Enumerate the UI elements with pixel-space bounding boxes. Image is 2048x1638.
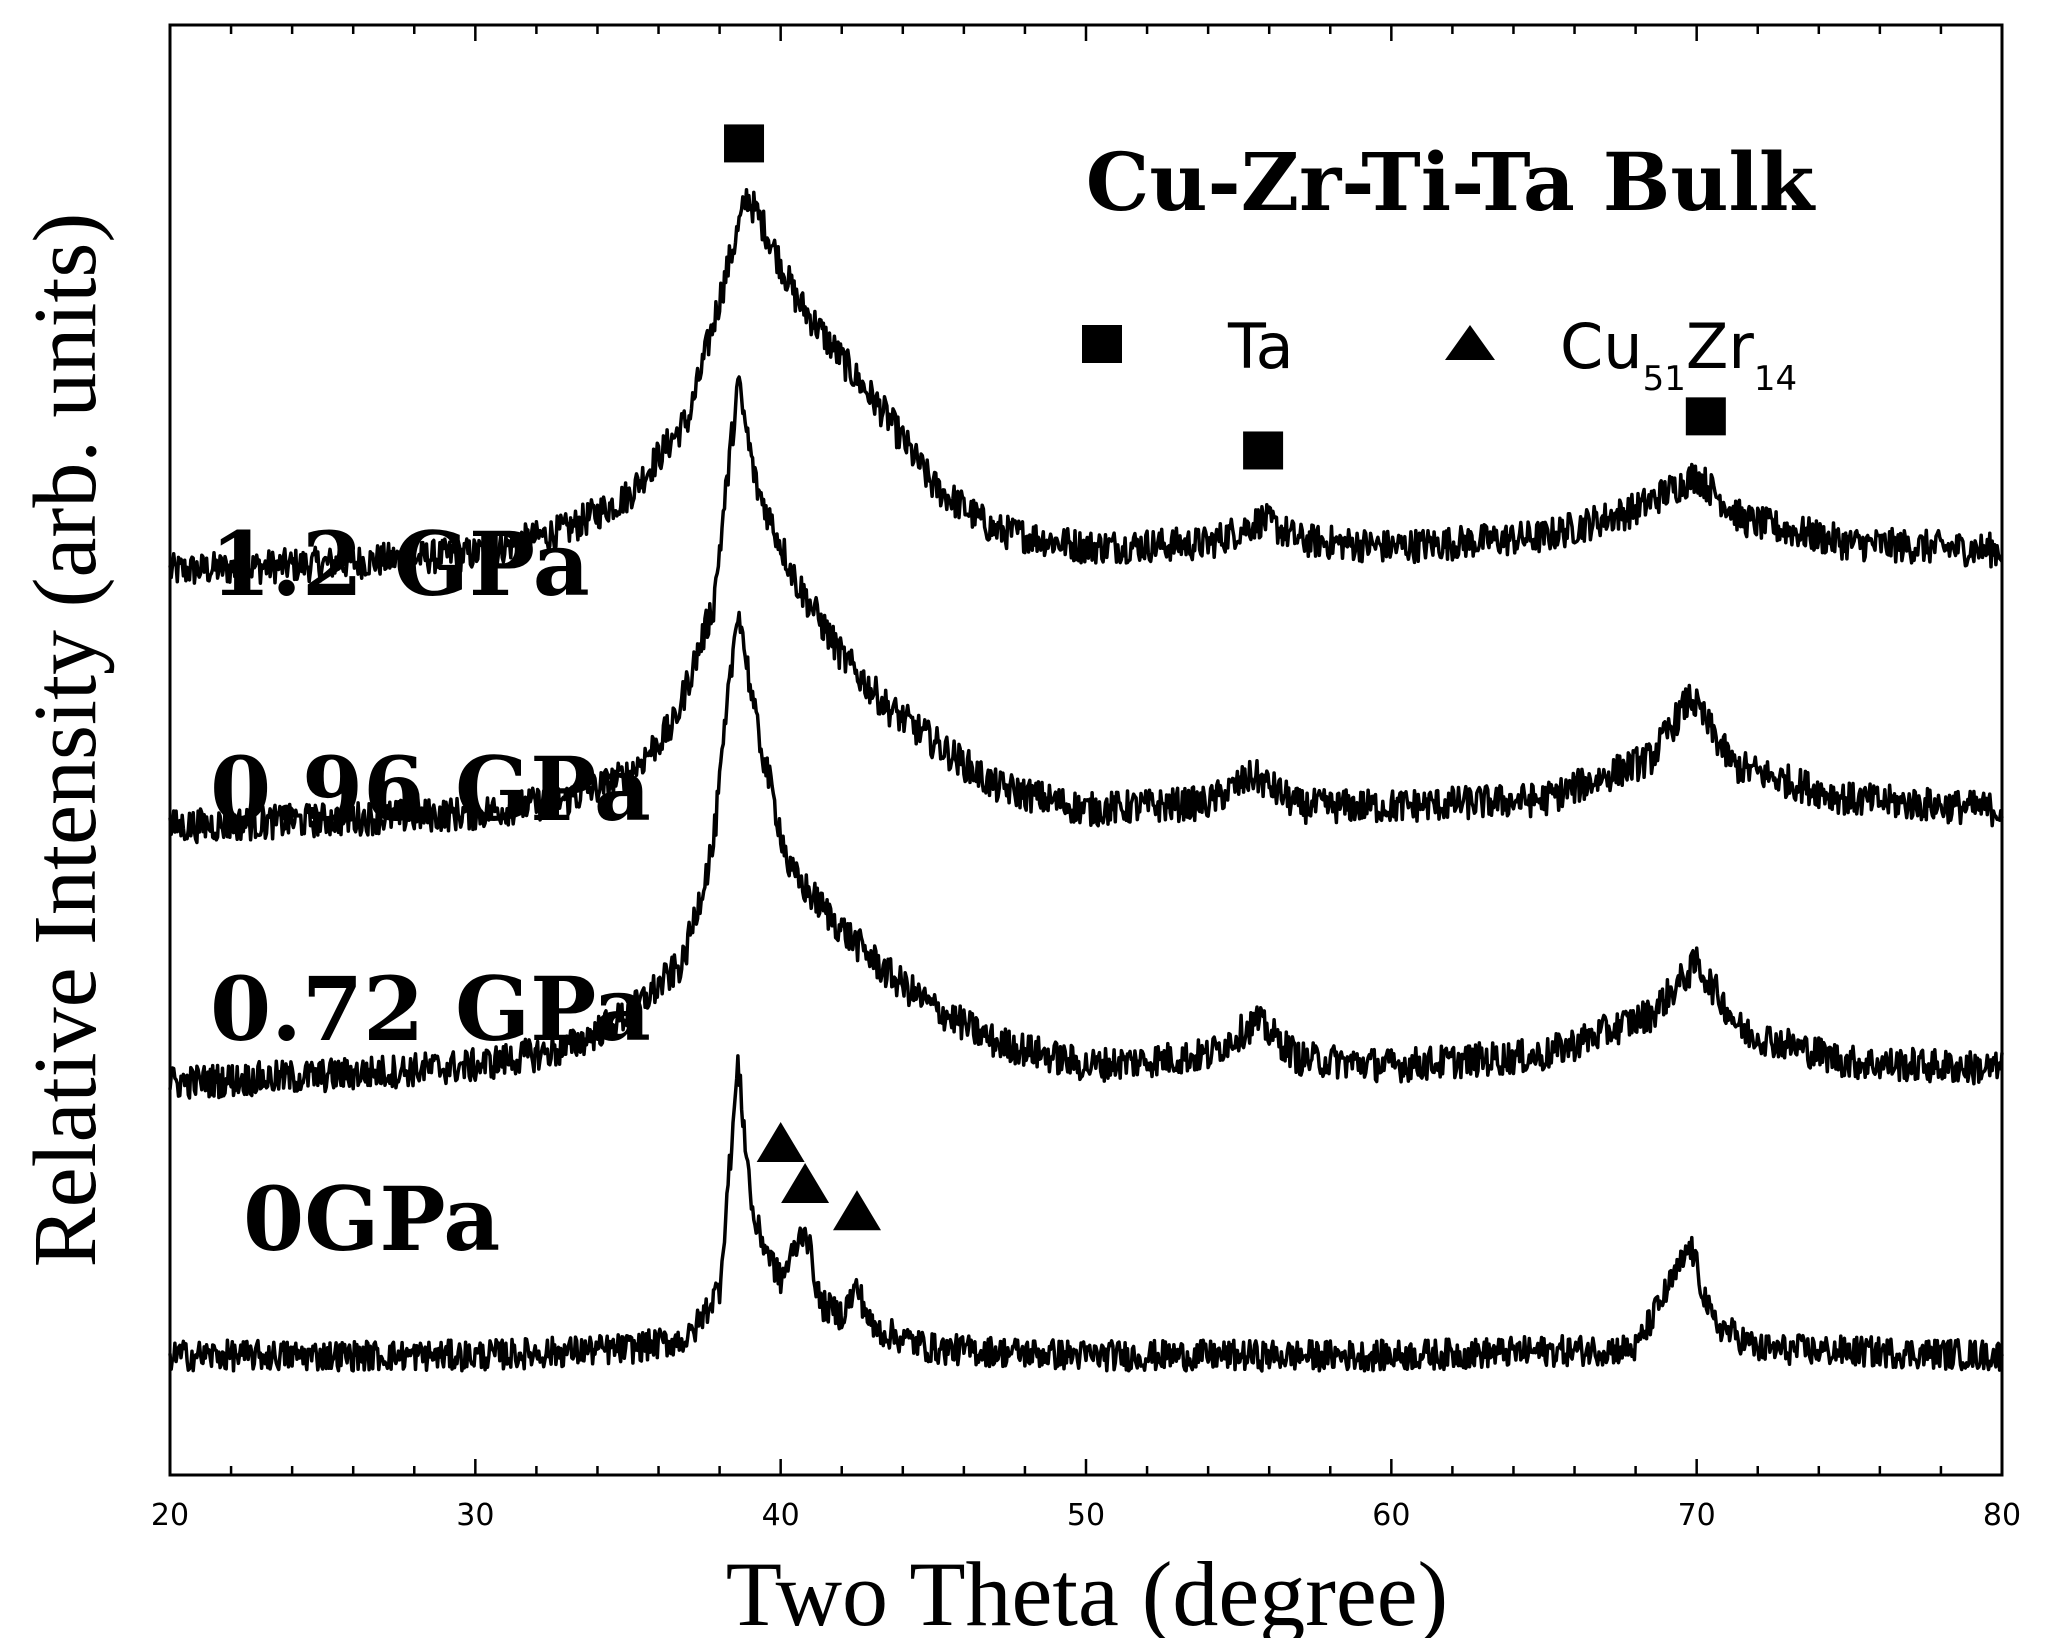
- axis-layer: 20 30 40 50 60 70 80: [151, 25, 2021, 1533]
- ta-peak-square-marker: [724, 124, 765, 163]
- ta-peak-square-marker: [1685, 397, 1726, 436]
- legend-label-ta: Ta: [1227, 310, 1294, 383]
- legend-cu-subscript: 51: [1643, 359, 1686, 399]
- x-tick-label: 60: [1372, 1498, 1410, 1533]
- x-tick-label: 20: [151, 1498, 189, 1533]
- series-label-1-2-gpa: 1.2 GPa: [210, 512, 590, 616]
- x-axis-label: Two Theta (degree): [726, 1543, 1448, 1638]
- x-tick-label: 80: [1983, 1498, 2021, 1533]
- legend-label-cu-zr: Cu51Zr14: [1560, 310, 1797, 399]
- legend: Ta Cu51Zr14: [1082, 310, 1797, 399]
- series-line-2: [168, 610, 2004, 1100]
- legend-zr-subscript: 14: [1754, 359, 1797, 399]
- y-axis-label: Relative Intensity (arb. units): [16, 213, 115, 1268]
- series-label-0-96-gpa: 0.96 GPa: [210, 737, 651, 841]
- legend-square-icon: [1082, 325, 1122, 363]
- legend-triangle-icon: [1445, 325, 1495, 360]
- chart-title: Cu-Zr-Ti-Ta Bulk: [1086, 135, 1816, 229]
- series-label-0-72-gpa: 0.72 GPa: [210, 957, 651, 1061]
- x-tick-label: 50: [1067, 1498, 1105, 1533]
- series-labels: 1.2 GPa 0.96 GPa 0.72 GPa 0GPa: [210, 512, 651, 1271]
- ta-peak-square-marker: [1243, 431, 1284, 470]
- x-tick-label: 70: [1678, 1498, 1716, 1533]
- cu-zr-peak-triangle-marker: [833, 1190, 881, 1231]
- annotation-layer: [724, 124, 1726, 1231]
- x-tick-label: 40: [762, 1498, 800, 1533]
- cu-zr-peak-triangle-marker: [756, 1122, 805, 1163]
- cu-zr-peak-triangle-marker: [781, 1163, 830, 1203]
- series-line-0: [168, 187, 2004, 587]
- legend-cu-text: Cu: [1560, 310, 1643, 383]
- series-line-1: [168, 375, 2004, 845]
- x-tick-label: 30: [456, 1498, 494, 1533]
- legend-zr-text: Zr: [1686, 310, 1754, 383]
- series-label-0gpa: 0GPa: [243, 1167, 500, 1271]
- series-line-3: [168, 1054, 2004, 1373]
- series-layer: [168, 187, 2004, 1373]
